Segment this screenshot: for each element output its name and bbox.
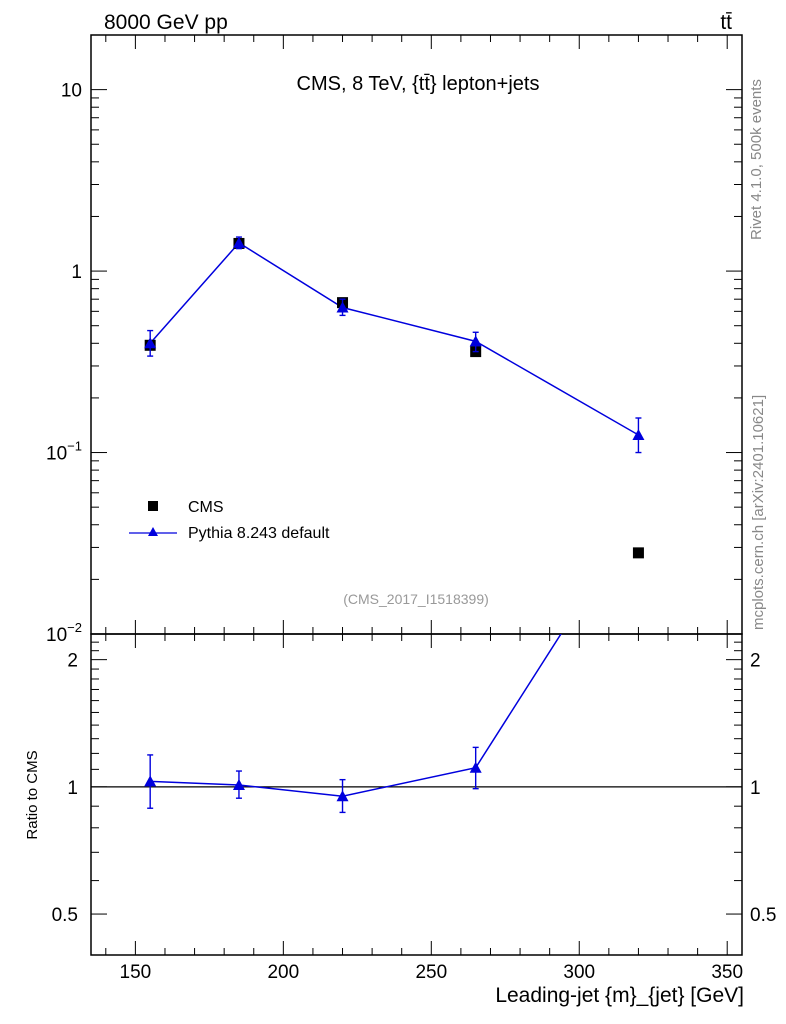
ratio-data-point [144,775,157,787]
legend-label-cms: CMS [188,499,224,516]
ratio-ytick-label-left: 2 [67,651,78,672]
analysis-watermark: (CMS_2017_I1518399) [343,591,489,607]
ratio-panel-frame [90,633,743,956]
ratio-data-point [469,761,482,773]
main-ytick-label: 10 [61,81,82,102]
ratio-ytick-label-right: 2 [750,651,761,672]
pythia-data-point [144,337,157,349]
ratio-series-line [150,634,562,798]
pythia-data-point [632,428,645,440]
mcplots-label: mcplots.cern.ch [arXiv:2401.10621] [750,395,767,630]
pythia-data-point [336,301,349,313]
chart-title: CMS, 8 TeV, {tt̄} lepton+jets [297,73,540,95]
ratio-clip-group [144,634,562,814]
ytick-exp: −1 [67,439,82,454]
header-left: 8000 GeV pp [104,11,228,34]
legend-marker-pythia [148,527,158,536]
ytick-exp: −2 [67,620,82,635]
ytick-base: 10 [46,444,67,465]
pythia-series-line [149,241,639,436]
rivet-label: Rivet 4.1.0, 500k events [748,79,765,240]
ratio-ytick-label-right: 0.5 [750,905,776,926]
ratio-data-point [336,790,349,802]
cms-data-point [632,547,644,559]
ratio-ylabel: Ratio to CMS [24,750,41,839]
ytick-base: 10 [46,625,67,646]
pythia-data-point [232,236,245,248]
legend-marker-cms [148,501,158,511]
x-axis-label-main: Leading-jet {m}_{jet} [GeV] [495,984,744,1007]
main-series [144,236,645,559]
x-tick-label: 200 [267,962,299,983]
ratio-data-point [232,779,245,791]
x-axis-label: Leading-jet {m}_{jet} [GeV] [495,984,744,1007]
legend-label-pythia: Pythia 8.243 default [188,525,330,542]
ratio-ytick-label-left: 0.5 [52,905,78,926]
x-tick-label: 250 [415,962,447,983]
ratio-axes: 150 200 250 300 350 0.5 0.5 1 1 2 2 [52,633,776,983]
legend: CMS Pythia 8.243 default [129,499,330,542]
main-ytick-label: 1 [71,262,82,283]
ratio-ytick-label-left: 1 [67,778,78,799]
header-right: tt̄ [720,11,732,34]
x-tick-label: 350 [711,962,743,983]
pythia-data-point [469,335,482,347]
main-ytick-label: 10−1 [46,439,82,465]
x-tick-label: 150 [120,962,152,983]
x-tick-label: 300 [563,962,595,983]
main-ytick-label: 10−2 [46,620,82,646]
ratio-ytick-label-right: 1 [750,778,761,799]
main-panel-frame [90,34,743,635]
ratio-series [144,634,562,814]
